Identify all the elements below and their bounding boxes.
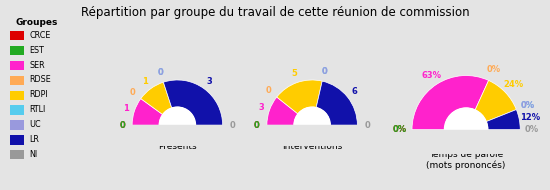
Text: 0%: 0% [520, 101, 535, 110]
Text: 0: 0 [365, 121, 370, 130]
Text: 0: 0 [119, 121, 125, 130]
Bar [396, 130, 536, 189]
Wedge shape [132, 99, 163, 125]
Text: 1: 1 [123, 104, 129, 113]
Text: 0: 0 [322, 67, 327, 76]
Text: 0: 0 [157, 68, 163, 77]
Text: 0: 0 [254, 121, 260, 130]
Text: 3: 3 [206, 77, 212, 86]
Text: 24%: 24% [503, 80, 523, 89]
Text: CRCE: CRCE [30, 31, 51, 40]
Wedge shape [486, 110, 520, 130]
FancyBboxPatch shape [10, 135, 24, 145]
Text: Présents: Présents [158, 142, 197, 151]
Text: Interventions: Interventions [282, 142, 342, 151]
Wedge shape [267, 97, 298, 125]
FancyBboxPatch shape [10, 120, 24, 130]
FancyBboxPatch shape [10, 46, 24, 55]
Circle shape [444, 108, 488, 151]
Bar [254, 125, 371, 175]
Text: 1: 1 [142, 77, 149, 86]
Text: 0: 0 [157, 68, 163, 77]
Text: 0: 0 [266, 86, 272, 95]
Text: RDPI: RDPI [30, 90, 48, 99]
Wedge shape [316, 81, 358, 125]
FancyBboxPatch shape [10, 31, 24, 40]
Text: 6: 6 [351, 87, 358, 96]
Wedge shape [475, 80, 516, 122]
Wedge shape [412, 76, 488, 130]
Wedge shape [141, 82, 172, 115]
Text: 63%: 63% [421, 70, 441, 80]
Text: 0: 0 [119, 121, 125, 130]
Text: EST: EST [30, 46, 45, 55]
Text: 3: 3 [258, 103, 264, 112]
Text: UC: UC [30, 120, 41, 129]
Text: NI: NI [30, 150, 38, 159]
Text: 5: 5 [292, 70, 297, 78]
FancyBboxPatch shape [10, 61, 24, 70]
FancyBboxPatch shape [10, 76, 24, 85]
Wedge shape [163, 80, 223, 125]
Text: 0%: 0% [487, 65, 500, 74]
Text: 0%: 0% [393, 125, 407, 134]
Text: 0: 0 [322, 67, 327, 76]
Text: Répartition par groupe du travail de cette réunion de commission: Répartition par groupe du travail de cet… [81, 6, 469, 19]
FancyBboxPatch shape [10, 105, 24, 115]
Text: 0%: 0% [520, 101, 535, 110]
Text: 0: 0 [254, 121, 260, 130]
Text: 12%: 12% [520, 113, 540, 122]
Text: SER: SER [30, 61, 45, 70]
Circle shape [160, 107, 195, 143]
FancyBboxPatch shape [10, 150, 24, 159]
Text: Temps de parole
(mots prononcés): Temps de parole (mots prononcés) [426, 150, 506, 170]
Text: 0%: 0% [525, 125, 539, 134]
Text: Groupes: Groupes [15, 18, 58, 27]
Circle shape [294, 107, 330, 143]
FancyBboxPatch shape [10, 91, 24, 100]
Text: 0: 0 [130, 88, 136, 97]
Text: 0%: 0% [393, 125, 407, 134]
Bar [119, 125, 236, 175]
Text: RTLI: RTLI [30, 105, 46, 114]
Wedge shape [277, 80, 322, 114]
Text: LR: LR [30, 135, 40, 144]
Text: 0: 0 [230, 121, 235, 130]
Text: RDSE: RDSE [30, 75, 51, 85]
